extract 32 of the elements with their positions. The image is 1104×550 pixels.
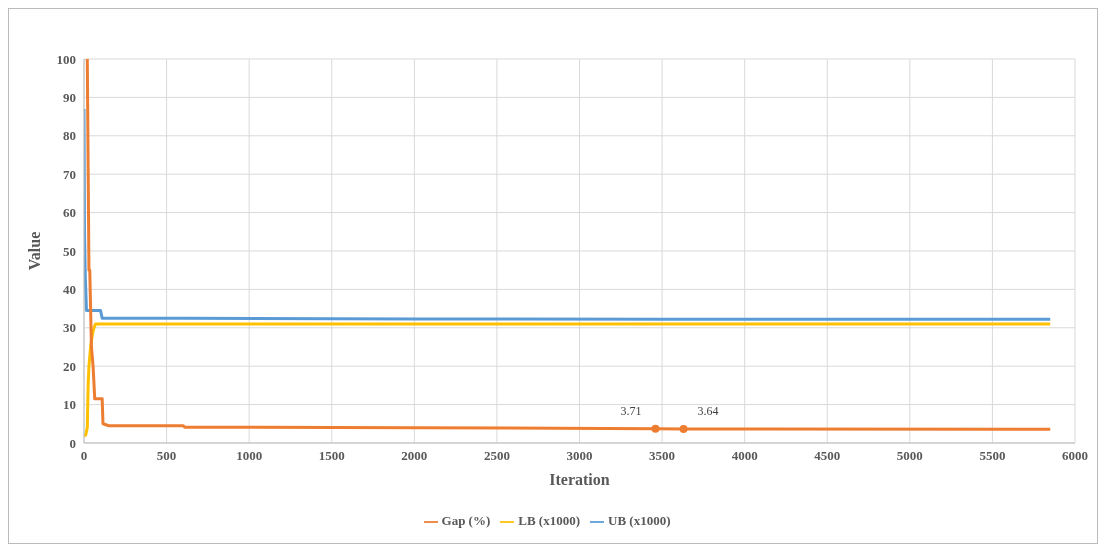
x-tick-label: 5500 [979,448,1006,464]
y-tick-label: 40 [63,282,76,298]
x-tick-label: 1000 [236,448,263,464]
line-series [84,322,1052,437]
y-tick-label: 0 [69,435,76,451]
x-tick-label: 1500 [318,448,345,464]
x-tick-label: 3000 [566,448,593,464]
legend-label: UB (x1000) [608,512,671,528]
x-tick-label: 2500 [483,448,510,464]
x-tick-label: 2000 [401,448,428,464]
x-tick-label: 4000 [731,448,758,464]
data-label: 3.71 [620,403,642,418]
data-label: 3.64 [697,404,719,419]
x-axis-title: Iteration [549,470,610,488]
y-tick-label: 30 [63,320,76,336]
legend-label: Gap (%) [441,512,491,528]
y-tick-label: 80 [63,128,76,144]
legend-label: LB (x1000) [518,512,581,528]
y-axis-title: Value [25,231,43,271]
y-tick-label: 100 [56,51,76,67]
y-tick-label: 20 [63,358,76,374]
y-tick-label: 50 [63,243,76,259]
x-tick-label: 500 [156,448,177,464]
x-tick-label: 6000 [1062,448,1088,464]
x-tick-label: 5000 [896,448,923,464]
y-tick-label: 10 [63,397,76,413]
y-tick-label: 70 [63,166,76,182]
x-tick-label: 0 [80,448,88,464]
y-tick-label: 60 [63,205,76,221]
x-tick-label: 3500 [649,448,676,464]
y-tick-label: 90 [63,90,76,106]
x-tick-label: 4500 [814,448,841,464]
